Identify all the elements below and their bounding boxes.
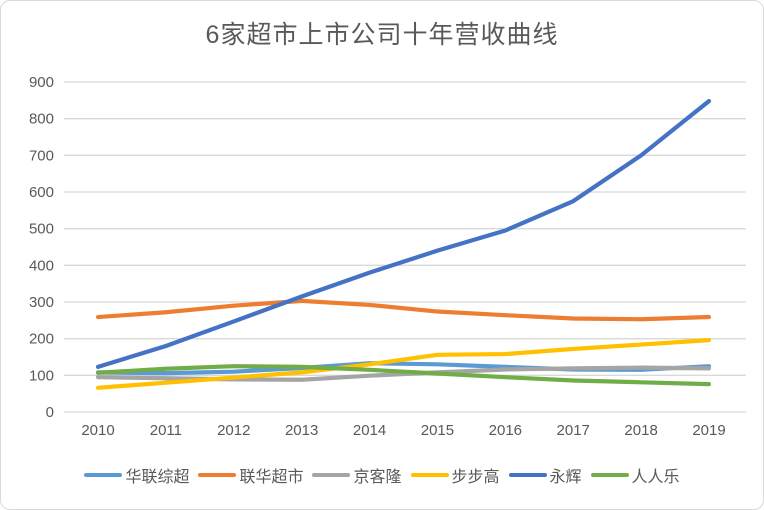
y-axis-label: 800 xyxy=(29,111,54,128)
x-axis-label: 2019 xyxy=(692,422,725,439)
x-axis-label: 2018 xyxy=(624,422,657,439)
x-axis-label: 2010 xyxy=(81,422,114,439)
legend-item: 华联综超 xyxy=(84,463,189,487)
legend-label: 京客隆 xyxy=(353,469,402,486)
y-axis-label: 500 xyxy=(29,221,54,238)
series-line-人人乐 xyxy=(95,364,712,387)
x-axis-label: 2012 xyxy=(217,422,250,439)
y-axis-label: 700 xyxy=(29,147,54,164)
legend-label: 人人乐 xyxy=(631,469,680,486)
legend-swatch xyxy=(410,472,449,478)
x-axis-label: 2011 xyxy=(150,422,182,439)
y-axis-label: 200 xyxy=(29,331,54,348)
x-axis-label: 2017 xyxy=(557,422,590,439)
legend-swatch xyxy=(84,472,123,478)
y-axis-label: 300 xyxy=(29,294,54,311)
chart-title: 6家超市上市公司十年营收曲线 xyxy=(205,21,559,49)
legend-item: 永辉 xyxy=(508,463,582,487)
series-line-永辉 xyxy=(95,98,712,369)
legend-item: 人人乐 xyxy=(590,463,680,487)
y-axis-label: 400 xyxy=(29,257,54,274)
legend-label: 永辉 xyxy=(549,469,582,486)
y-axis-label: 0 xyxy=(46,404,54,421)
plot-area: 0 100 200 300 400 500 600 700 800 900 2010 2011 2012… xyxy=(29,74,746,439)
legend-label: 华联综超 xyxy=(125,469,190,486)
x-axis-label: 2015 xyxy=(421,422,454,439)
series-line-联华超市 xyxy=(95,298,712,322)
y-axis-label: 600 xyxy=(29,184,54,201)
legend-item: 步步高 xyxy=(410,463,500,487)
y-axis-label: 100 xyxy=(29,367,54,384)
legend-swatch xyxy=(198,472,237,478)
series-line-步步高 xyxy=(95,338,712,390)
chart-legend: 华联综超 联华超市 京客隆 步步高 永辉 人人乐 xyxy=(1,463,763,487)
legend-label: 联华超市 xyxy=(239,469,304,486)
x-axis-label: 2016 xyxy=(489,422,522,439)
legend-swatch xyxy=(508,472,547,478)
legend-swatch xyxy=(590,472,629,478)
y-axis-label: 900 xyxy=(29,74,54,91)
legend-item: 京客隆 xyxy=(312,463,402,487)
legend-swatch xyxy=(312,472,351,478)
x-axis-label: 2014 xyxy=(353,422,386,439)
legend-label: 步步高 xyxy=(451,469,500,486)
x-axis-label: 2013 xyxy=(285,422,318,439)
legend-item: 联华超市 xyxy=(198,463,303,487)
